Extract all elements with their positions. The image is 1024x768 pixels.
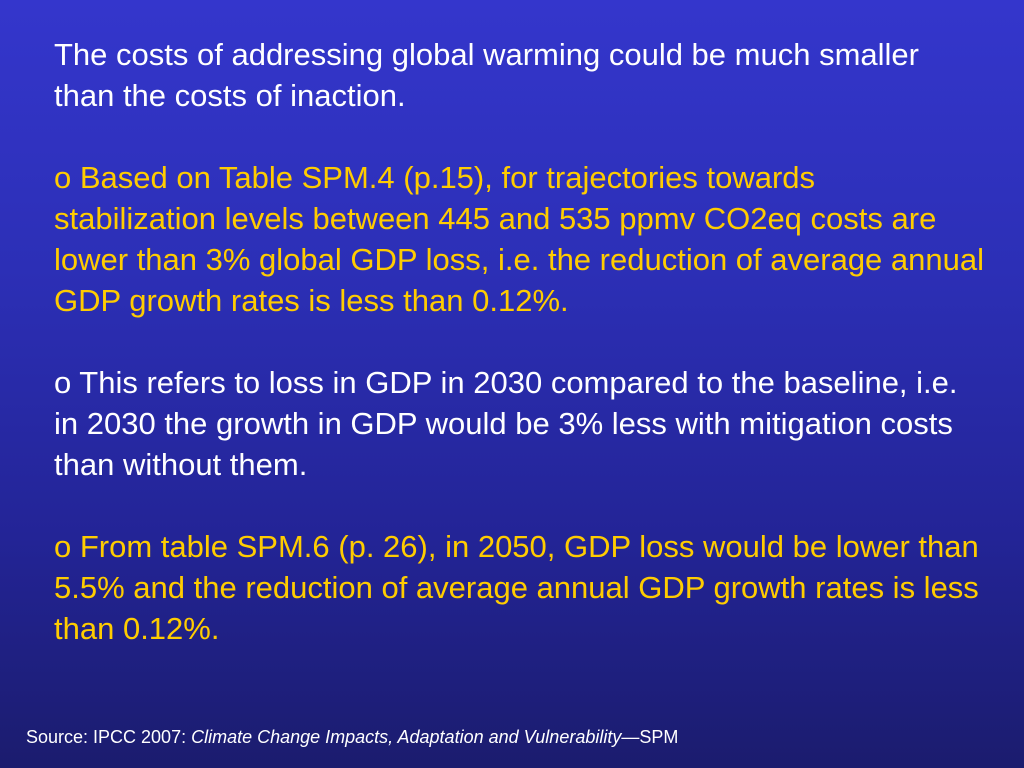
source-prefix: Source: IPCC 2007: bbox=[26, 727, 192, 747]
bullet-table-spm4: o Based on Table SPM.4 (p.15), for traje… bbox=[54, 160, 984, 318]
source-title: Climate Change Impacts, Adaptation and V… bbox=[191, 727, 622, 747]
slide-body: The costs of addressing global warming c… bbox=[54, 34, 984, 690]
source-suffix: —SPM bbox=[621, 727, 679, 747]
headline-paragraph: The costs of addressing global warming c… bbox=[54, 37, 919, 113]
source-citation: Source: IPCC 2007: Climate Change Impact… bbox=[26, 725, 678, 749]
bullet-gdp-2030: o This refers to loss in GDP in 2030 com… bbox=[54, 365, 958, 482]
bullet-table-spm6: o From table SPM.6 (p. 26), in 2050, GDP… bbox=[54, 529, 979, 646]
